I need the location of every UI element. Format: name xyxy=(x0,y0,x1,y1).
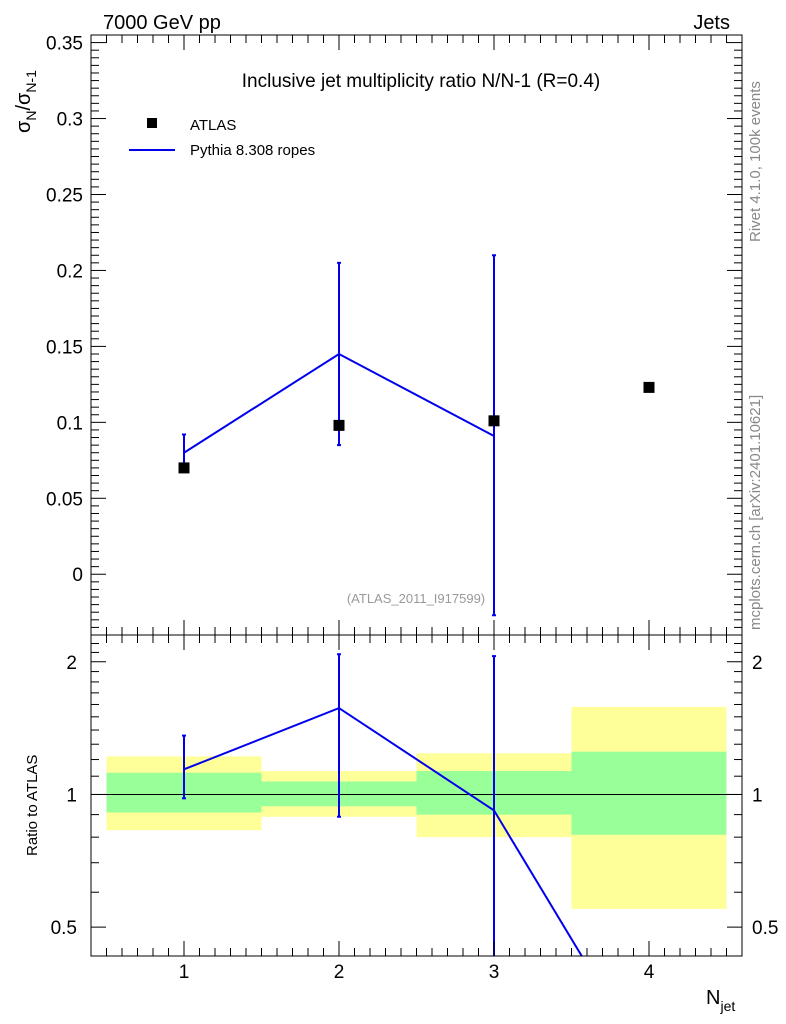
x-tick-label: 2 xyxy=(334,962,345,983)
labels: 7000 GeV pp Jets Inclusive jet multiplic… xyxy=(13,12,764,1014)
ratio-y-tick-label: 2 xyxy=(66,653,77,674)
atlas-data-point-1 xyxy=(178,462,190,474)
axes: 0 0.05 0.1 0.15 0.2 0.25 0.3 0.35 1 2 3 4 0.5 0.5 1 1 2 2 xyxy=(46,34,778,983)
main-y-tick-label: 0.35 xyxy=(46,34,83,55)
atlas-data-point-3 xyxy=(488,415,500,427)
atlas-data-point-4 xyxy=(643,381,655,393)
header-right: Jets xyxy=(693,12,730,34)
ratio-pythia-line xyxy=(183,706,583,956)
chart-title: Inclusive jet multiplicity ratio N/N-1 (… xyxy=(242,71,600,92)
ratio-y-tick-label: 0.5 xyxy=(51,918,77,939)
header-left: 7000 GeV pp xyxy=(103,12,221,34)
ratio-y-tick-label-right: 2 xyxy=(752,653,763,674)
side-text-top: Rivet 4.1.0, 100k events xyxy=(747,81,764,242)
main-y-tick-label: 0.1 xyxy=(57,413,83,434)
legend-label-pythia: Pythia 8.308 ropes xyxy=(190,142,315,159)
side-text-bottom: mcplots.cern.ch [arXiv:2401.10621] xyxy=(747,395,764,630)
pythia-line xyxy=(183,352,495,454)
x-tick-label: 3 xyxy=(489,962,500,983)
ratio-y-axis-label: Ratio to ATLAS xyxy=(24,755,41,856)
ratio-bands xyxy=(106,706,727,909)
ratio-series xyxy=(182,653,583,956)
x-tick-label: 4 xyxy=(644,962,655,983)
ratio-y-tick-label-right: 1 xyxy=(752,785,763,806)
main-series xyxy=(178,254,655,617)
legend-label-atlas: ATLAS xyxy=(190,117,236,134)
main-y-tick-label: 0.2 xyxy=(57,261,83,282)
analysis-id: (ATLAS_2011_I917599) xyxy=(347,591,485,606)
main-frame xyxy=(90,34,743,636)
main-y-axis-label: σN/σN-1 xyxy=(13,70,39,133)
ratio-y-tick-label: 1 xyxy=(66,785,77,806)
atlas-data-point-2 xyxy=(333,419,345,431)
ratio-y-tick-label-right: 0.5 xyxy=(752,918,778,939)
x-tick-label: 1 xyxy=(179,962,190,983)
main-y-tick-label: 0.25 xyxy=(46,185,83,206)
legend-marker-atlas xyxy=(147,118,157,128)
main-y-tick-label: 0.15 xyxy=(46,337,83,358)
main-y-tick-label: 0 xyxy=(72,565,83,586)
x-axis-label: Njet xyxy=(706,987,735,1014)
legend: ATLAS Pythia 8.308 ropes xyxy=(129,117,315,159)
stat-uncertainty-band-4 xyxy=(571,751,727,835)
main-y-tick-label: 0.05 xyxy=(46,489,83,510)
main-y-tick-label: 0.3 xyxy=(57,110,83,131)
